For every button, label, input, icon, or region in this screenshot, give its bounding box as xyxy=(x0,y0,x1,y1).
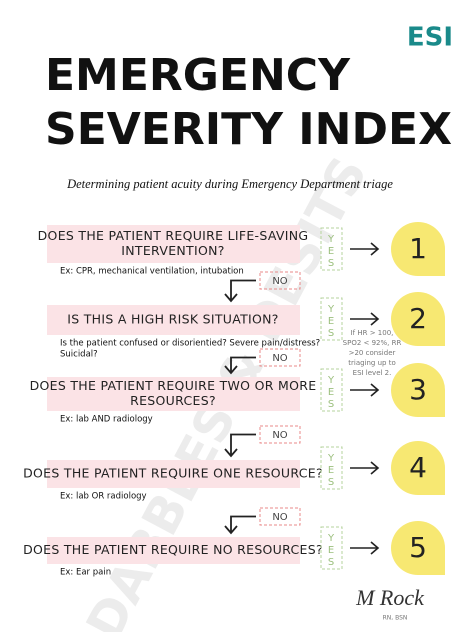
no-box xyxy=(259,425,301,444)
level-number: 4 xyxy=(409,451,427,484)
example: Ex: lab OR radiology xyxy=(60,492,147,502)
title-line: SEVERITY INDEX xyxy=(45,104,452,155)
question: RESOURCES? xyxy=(130,393,216,408)
question: DOES THE PATIENT REQUIRE NO RESOURCES? xyxy=(23,542,323,557)
question: IS THIS A HIGH RISK SITUATION? xyxy=(67,312,279,327)
no-arrow xyxy=(224,433,256,458)
question: DOES THE PATIENT REQUIRE LIFE-SAVING xyxy=(38,228,309,243)
risk-note: >20 consider xyxy=(349,349,396,357)
example: Ex: lab AND radiology xyxy=(60,415,153,425)
level-number: 3 xyxy=(409,373,427,406)
no-box xyxy=(259,271,301,290)
no-arrow xyxy=(224,356,256,375)
yes-arrow xyxy=(350,383,380,397)
question: DOES THE PATIENT REQUIRE ONE RESOURCE? xyxy=(23,466,323,481)
question: INTERVENTION? xyxy=(121,243,224,258)
signature-name: M Rock xyxy=(355,585,425,610)
no-arrow xyxy=(224,279,256,303)
yes-box xyxy=(320,446,343,490)
level-bubble xyxy=(391,441,445,495)
question-box xyxy=(47,460,300,488)
title-line: EMERGENCY xyxy=(45,50,351,101)
question-box xyxy=(47,377,300,411)
example: Suicidal? xyxy=(60,350,98,360)
example: Ex: Ear pain xyxy=(60,568,111,578)
subtitle: Determining patient acuity during Emerge… xyxy=(66,177,393,191)
question-box xyxy=(47,225,300,263)
yes-box xyxy=(320,368,343,412)
level-number: 5 xyxy=(409,531,427,564)
yes-box xyxy=(320,526,343,570)
level-number: 2 xyxy=(409,302,427,335)
yes-label: YES xyxy=(326,375,337,411)
no-label: NO xyxy=(272,276,287,287)
risk-note: SPO2 < 92%, RR xyxy=(343,339,402,347)
level-number: 1 xyxy=(409,232,427,265)
yes-label: YES xyxy=(326,533,337,569)
level-bubble xyxy=(391,521,445,575)
risk-note: ESI level 2. xyxy=(353,369,392,377)
yes-box xyxy=(320,297,343,341)
level-bubble xyxy=(391,363,445,417)
yes-arrow xyxy=(350,461,380,475)
signature-credentials: RN, BSN xyxy=(383,615,408,622)
example: Ex: CPR, mechanical ventilation, intubat… xyxy=(60,267,244,277)
no-label: NO xyxy=(272,430,287,441)
example: Is the patient confused or disorientied?… xyxy=(60,339,320,349)
question-box xyxy=(47,537,300,564)
question-box xyxy=(47,305,300,335)
level-bubble xyxy=(391,292,445,346)
yes-arrow xyxy=(350,312,380,326)
yes-box xyxy=(320,227,343,271)
yes-label: YES xyxy=(326,234,337,270)
no-label: NO xyxy=(272,512,287,523)
no-arrow xyxy=(224,515,256,535)
risk-note: triaging up to xyxy=(348,359,395,367)
no-label: NO xyxy=(272,353,287,364)
yes-label: YES xyxy=(326,304,337,340)
no-box xyxy=(259,348,301,367)
risk-note: If HR > 100, xyxy=(351,329,394,337)
question: DOES THE PATIENT REQUIRE TWO OR MORE xyxy=(30,378,317,393)
yes-label: YES xyxy=(326,453,337,489)
yes-arrow xyxy=(350,242,380,256)
badge: ESI xyxy=(407,23,453,53)
level-bubble xyxy=(391,222,445,276)
yes-arrow xyxy=(350,541,380,555)
no-box xyxy=(259,507,301,526)
